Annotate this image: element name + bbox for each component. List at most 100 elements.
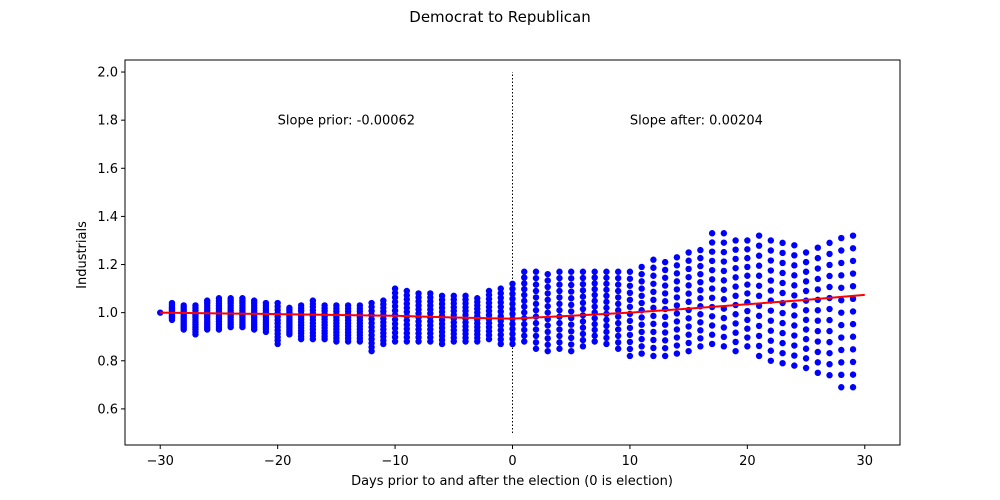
- scatter-point: [614, 319, 622, 327]
- scatter-point: [368, 299, 375, 307]
- scatter-point: [497, 336, 504, 343]
- scatter-point: [767, 317, 775, 324]
- scatter-point: [661, 266, 669, 274]
- scatter-point: [708, 340, 716, 348]
- scatter-point: [661, 337, 669, 344]
- scatter-point: [286, 304, 293, 312]
- scatter-point: [556, 281, 563, 288]
- scatter-point: [814, 307, 822, 314]
- scatter-point: [568, 301, 575, 309]
- scatter-point: [744, 307, 751, 315]
- scatter-point: [802, 258, 810, 266]
- scatter-point: [556, 326, 563, 333]
- scatter-point: [732, 237, 739, 244]
- scatter-point: [744, 290, 751, 297]
- scatter-point: [814, 348, 822, 356]
- scatter-point: [626, 296, 634, 304]
- scatter-point: [579, 268, 587, 275]
- scatter-point: [544, 303, 551, 310]
- scatter-point: [744, 246, 751, 253]
- scatter-point: [791, 242, 798, 249]
- scatter-point: [391, 329, 399, 336]
- scatter-point: [203, 297, 211, 304]
- scatter-point: [838, 321, 845, 329]
- scatter-point: [767, 357, 775, 364]
- scatter-point: [579, 293, 587, 300]
- scatter-point: [509, 340, 516, 348]
- scatter-point: [638, 321, 645, 328]
- scatter-point: [509, 330, 516, 338]
- scatter-point: [227, 295, 234, 302]
- scatter-point: [509, 325, 516, 333]
- scatter-point: [509, 335, 516, 343]
- scatter-point: [661, 313, 669, 321]
- scatter-point: [720, 324, 728, 331]
- scatter-point: [497, 326, 504, 334]
- scatter-point: [697, 343, 704, 350]
- scatter-point: [556, 339, 563, 346]
- scatter-point: [779, 329, 786, 337]
- scatter-point: [556, 287, 563, 295]
- scatter-point: [838, 297, 845, 304]
- scatter-point: [708, 322, 716, 329]
- scatter-point: [826, 250, 833, 258]
- scatter-point: [544, 283, 551, 291]
- scatter-point: [755, 332, 763, 340]
- scatter-point: [779, 259, 786, 267]
- scatter-point: [838, 371, 845, 379]
- scatter-point: [826, 305, 833, 313]
- scatter-point: [521, 332, 528, 339]
- scatter-point: [556, 268, 563, 275]
- scatter-point: [685, 315, 692, 322]
- scatter-point: [638, 335, 645, 343]
- scatter-point: [180, 302, 187, 309]
- scatter-point: [838, 384, 845, 391]
- scatter-point: [603, 322, 610, 330]
- scatter-point: [579, 343, 587, 350]
- scatter-point: [673, 318, 681, 325]
- scatter-point: [732, 283, 739, 290]
- scatter-point: [661, 352, 669, 360]
- scatter-point: [650, 280, 657, 287]
- scatter-point: [744, 325, 751, 332]
- scatter-point: [262, 299, 270, 307]
- scatter-point: [579, 305, 587, 313]
- scatter-point: [626, 338, 634, 346]
- scatter-point: [497, 340, 504, 348]
- scatter-point: [568, 321, 575, 328]
- scatter-point: [650, 264, 657, 271]
- scatter-point: [603, 274, 610, 281]
- scatter-point: [614, 345, 622, 352]
- scatter-point: [661, 258, 669, 266]
- scatter-point: [626, 303, 634, 311]
- scatter-point: [391, 325, 399, 332]
- scatter-point: [650, 328, 657, 336]
- scatter-point: [814, 359, 822, 366]
- scatter-point: [708, 248, 716, 255]
- scatter-point: [849, 333, 857, 340]
- scatter-point: [779, 319, 786, 327]
- scatter-point: [650, 352, 657, 360]
- scatter-point: [720, 277, 728, 284]
- scatter-point: [849, 270, 857, 277]
- scatter-point: [391, 294, 399, 301]
- scatter-point: [708, 313, 716, 320]
- scatter-point: [544, 322, 551, 329]
- scatter-point: [744, 334, 751, 341]
- scatter-point: [697, 335, 704, 342]
- scatter-point: [603, 316, 610, 324]
- scatter-point: [802, 307, 810, 314]
- scatter-point: [814, 338, 822, 345]
- scatter-point: [544, 335, 551, 342]
- scatter-point: [603, 328, 610, 336]
- scatter-point: [521, 326, 528, 334]
- scatter-point: [544, 347, 551, 355]
- scatter-point: [532, 345, 540, 352]
- scatter-point: [673, 294, 681, 301]
- scatter-point: [532, 274, 540, 282]
- scatter-point: [826, 327, 833, 335]
- scatter-point: [650, 256, 657, 263]
- scatter-point: [614, 307, 622, 314]
- scatter-point: [297, 302, 305, 309]
- y-tick-label: 1.8: [97, 114, 118, 129]
